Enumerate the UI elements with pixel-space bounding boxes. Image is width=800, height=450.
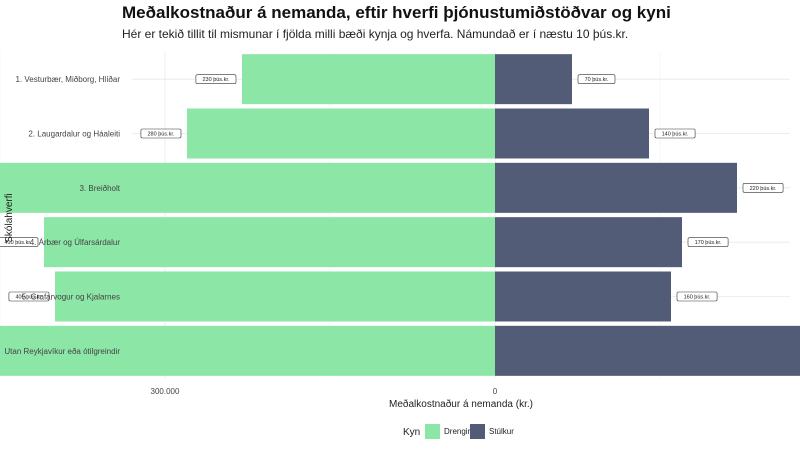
x-tick-label: 0 (493, 387, 498, 396)
data-label-text: 230 þús.kr. (202, 77, 229, 83)
bar-stulkur (495, 217, 682, 268)
data-label: 400 þús.kr. (8, 291, 50, 302)
data-label-box (8, 291, 50, 302)
data-label-text: 220 þús.kr. (750, 186, 777, 192)
chart-title: Meðalkostnaður á nemanda, eftir hverfi þ… (122, 3, 671, 22)
legend-label: Stúlkur (489, 427, 514, 436)
y-axis-title: Skólahverfi (4, 193, 15, 242)
data-label: 220 þús.kr. (742, 183, 784, 193)
data-label-box (676, 291, 718, 302)
chart-subtitle: Hér er tekið tillit til mismunar í fjöld… (122, 27, 628, 41)
x-axis-title: Meðalkostnaður á nemanda (kr.) (389, 398, 533, 410)
category-label: Utan Reykjavíkur eða ótilgreindir (4, 347, 120, 356)
data-label-text: 160 þús.kr. (684, 295, 711, 301)
bar-stulkur (495, 325, 800, 376)
bar-drengir (0, 325, 495, 376)
data-label-box (0, 237, 39, 247)
data-label: 410 þús.kr. (0, 237, 39, 247)
legend-label: Drengir (444, 427, 471, 436)
data-label-box (195, 74, 237, 84)
data-label-box (742, 183, 784, 193)
bars-layer (0, 54, 800, 376)
data-label-text: 170 þús.kr. (695, 240, 722, 246)
x-tick-labels-layer: 600.000300.0000300.000 (151, 387, 498, 396)
data-label-box (140, 128, 182, 139)
data-label-text: 70 þús.kr. (585, 77, 609, 83)
bar-drengir (187, 108, 495, 159)
legend-title: Kyn (403, 427, 420, 438)
data-label-box (654, 128, 696, 139)
category-labels-layer: 1. Vesturbær, Miðborg, Hlíðar 2. Laugarda… (4, 75, 120, 356)
data-label-text: 400 þús.kr. (15, 295, 42, 301)
data-label: 230 þús.kr. (195, 74, 237, 84)
bar-drengir (0, 162, 495, 213)
legend: Kyn Drengir Stúlkur (403, 424, 514, 439)
data-label-text: 410 þús.kr. (4, 240, 31, 246)
category-label: 1. Vesturbær, Miðborg, Hlíðar (16, 75, 121, 84)
bar-drengir (55, 271, 495, 322)
category-label: 5. Grafarvogur og Kjalarnes (22, 293, 120, 302)
data-label: 160 þús.kr. (676, 291, 718, 302)
data-label-box (577, 74, 616, 84)
data-label-text: 140 þús.kr. (662, 132, 689, 138)
bar-drengir (242, 54, 495, 105)
category-label: 3. Breiðholt (80, 184, 121, 193)
data-label: 170 þús.kr. (687, 237, 729, 247)
data-label-text: 280 þús.kr. (147, 132, 174, 138)
data-label: 70 þús.kr. (577, 74, 616, 84)
data-label: 280 þús.kr. (140, 128, 182, 139)
bar-stulkur (495, 271, 671, 322)
data-labels-layer: 230 þús.kr. 70 þús.kr. 280 þús.kr. 140 þús.… (0, 74, 784, 302)
category-label: 4. Árbær og Úlfarsárdalur (30, 238, 121, 247)
bar-drengir (44, 217, 495, 268)
legend-swatch (425, 424, 440, 439)
data-label: 140 þús.kr. (654, 128, 696, 139)
bar-stulkur (495, 54, 572, 105)
category-label: 2. Laugardalur og Háaleiti (28, 130, 120, 139)
x-tick-label: 300.000 (151, 387, 180, 396)
data-label-box (687, 237, 729, 247)
bar-stulkur (495, 162, 737, 213)
bar-stulkur (495, 108, 649, 159)
legend-swatch (470, 424, 485, 439)
